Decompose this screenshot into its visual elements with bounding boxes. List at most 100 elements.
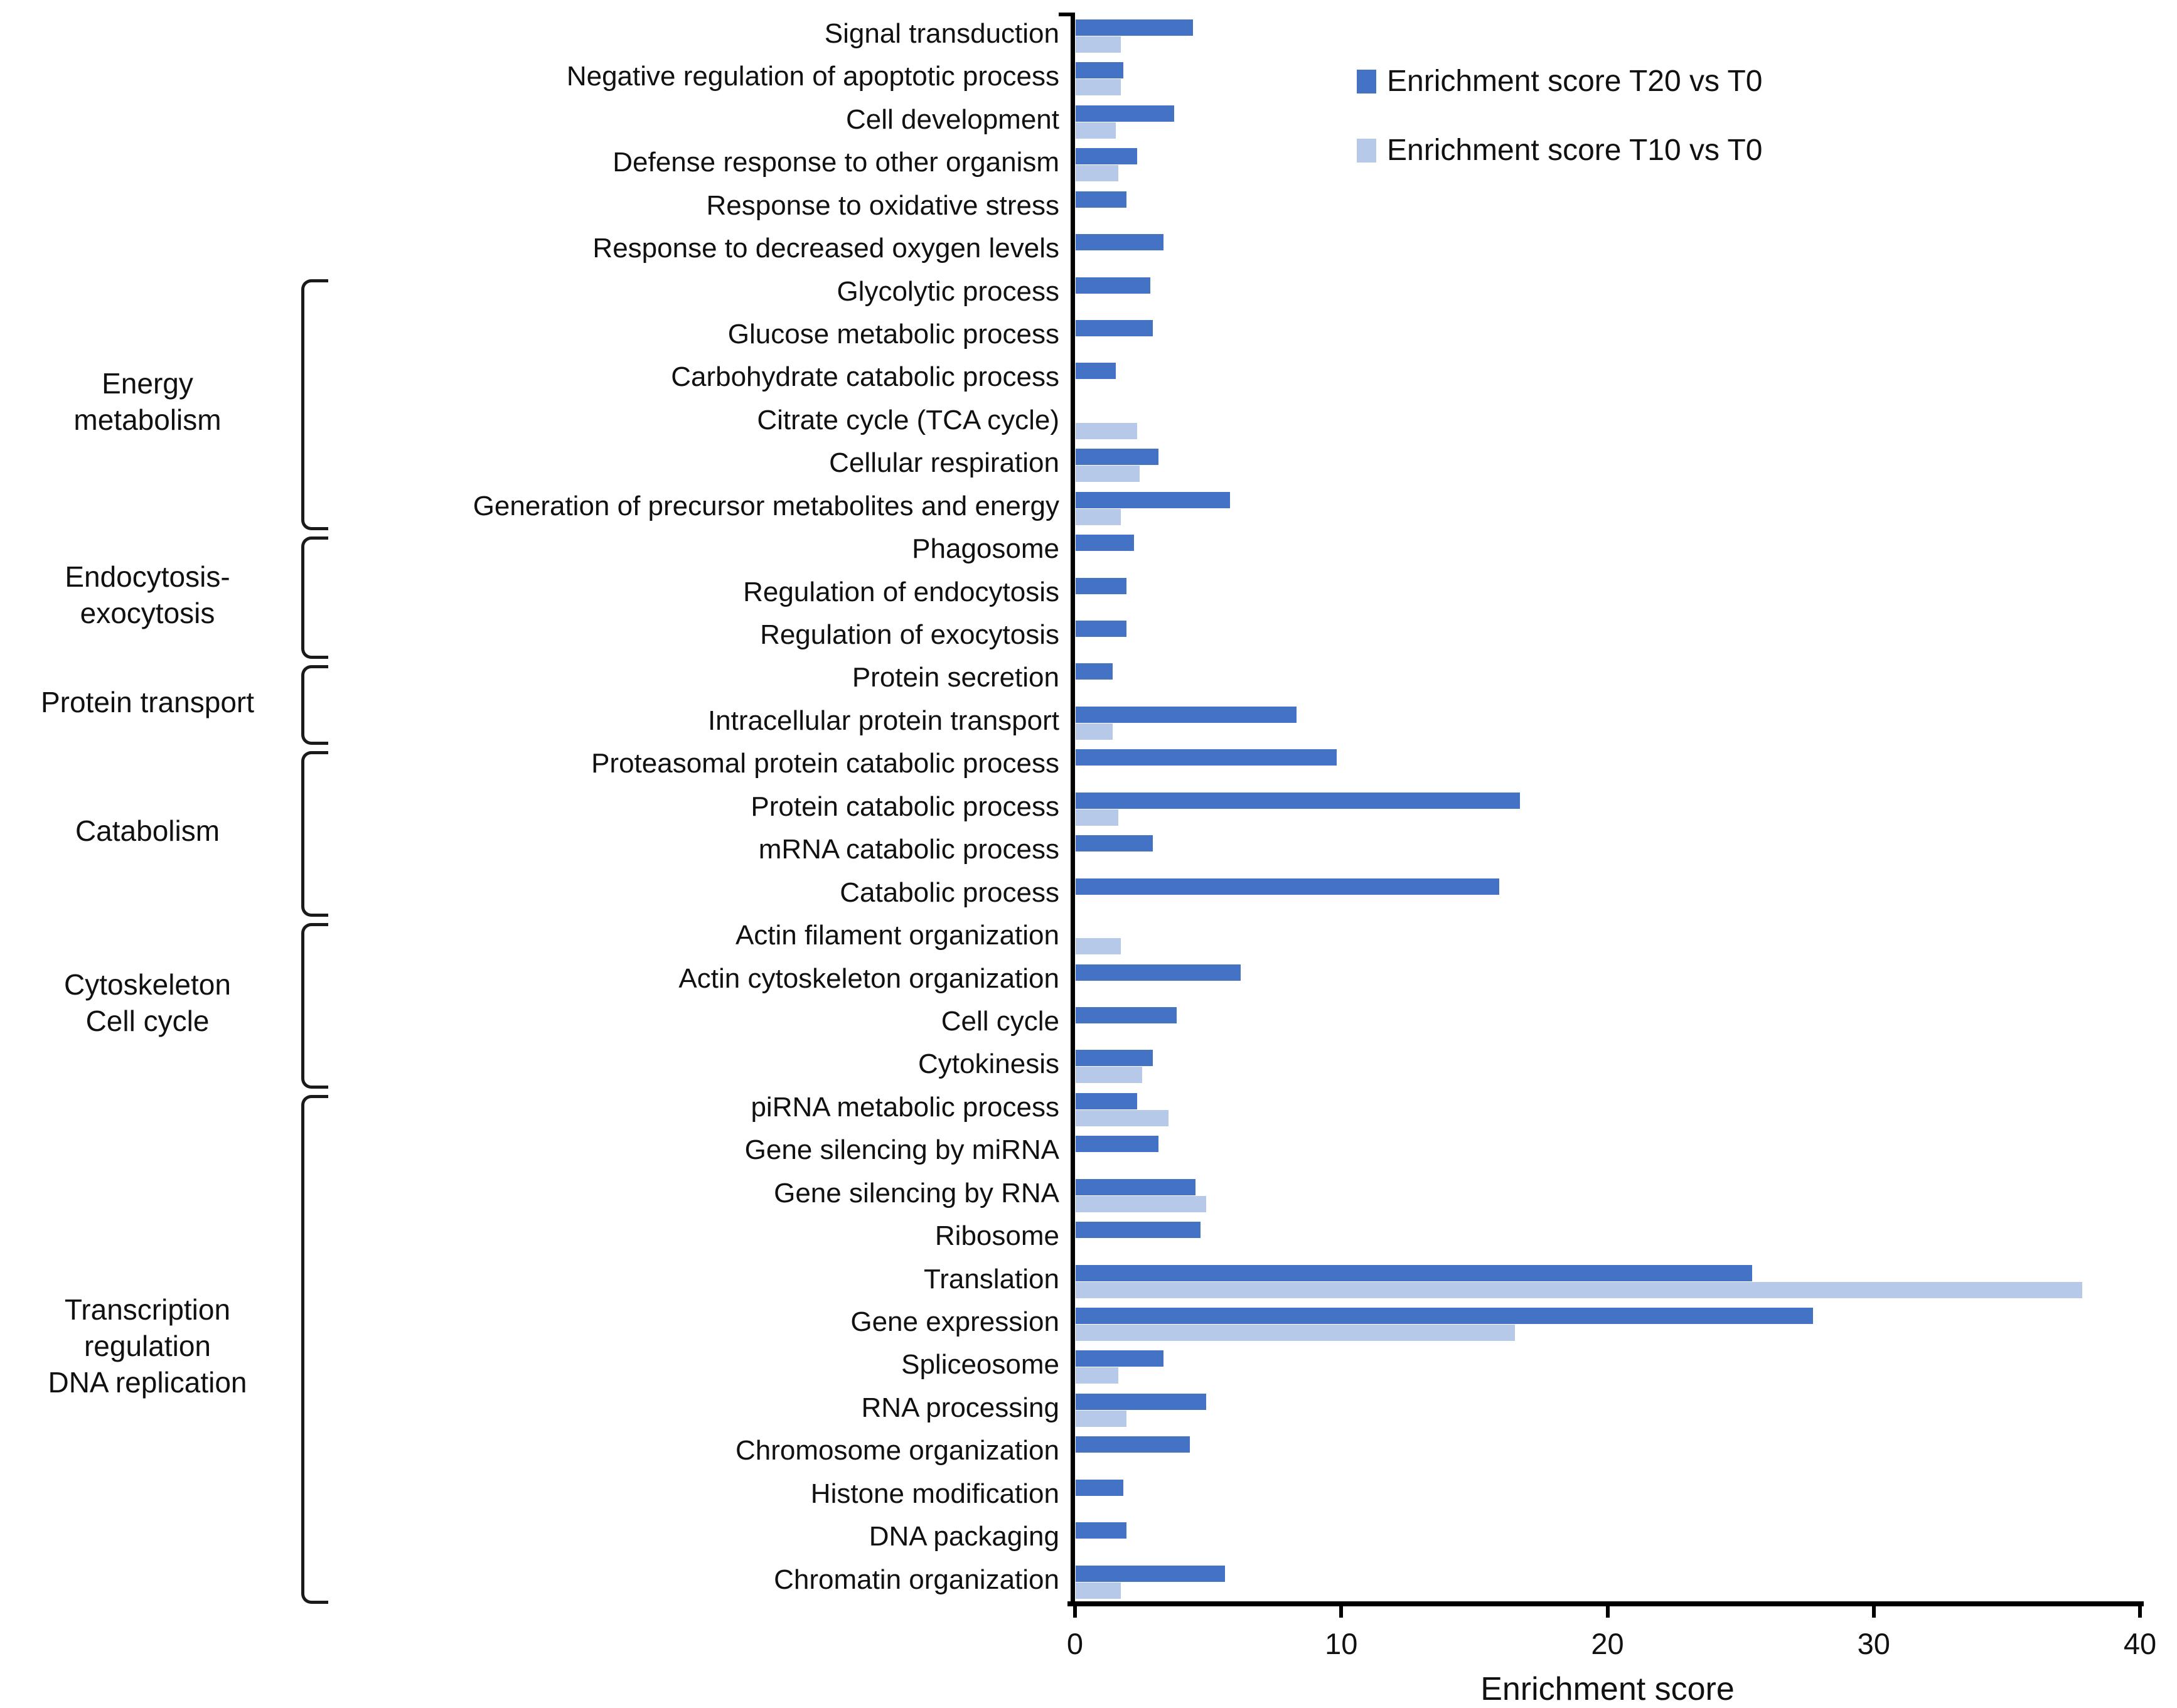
group-label-line: Energy	[102, 366, 193, 400]
bar-t10	[1076, 422, 1137, 439]
category-label: Translation	[923, 1263, 1059, 1294]
category-label: Protein secretion	[852, 662, 1059, 693]
x-axis-tick-label: 0	[1066, 1627, 1084, 1660]
bar-t20	[1076, 105, 1174, 122]
bar-t10	[1076, 1281, 2082, 1298]
group-bracket	[301, 923, 328, 1089]
group-label-line: DNA replication	[48, 1366, 247, 1399]
category-label: Response to oxidative stress	[706, 189, 1059, 221]
bar-t10	[1076, 1067, 1143, 1084]
x-axis-title: Enrichment score	[1480, 1671, 1735, 1707]
category-label: Cell development	[846, 104, 1059, 135]
bar-t10	[1076, 1109, 1169, 1126]
category-label: Negative regulation of apoptotic process	[566, 61, 1059, 92]
bar-t20	[1076, 491, 1231, 508]
bar-t20	[1076, 1522, 1126, 1539]
bar-t20	[1076, 749, 1337, 766]
group-label-line: exocytosis	[80, 596, 215, 629]
bar-t20	[1076, 19, 1193, 36]
group-label: Cytoskeleton Cell cycle	[6, 966, 289, 1039]
bar-t20	[1076, 1006, 1177, 1023]
legend-item: Enrichment score T20 vs T0	[1357, 66, 2047, 104]
category-label: Actin cytoskeleton organization	[678, 963, 1059, 994]
bar-t10	[1076, 723, 1113, 740]
category-label: Cytokinesis	[918, 1049, 1059, 1080]
category-label: piRNA metabolic process	[751, 1091, 1059, 1123]
bar-t20	[1076, 535, 1135, 552]
bar-t20	[1076, 1264, 1752, 1281]
x-axis-tick	[1605, 1601, 1610, 1618]
group-label-line: Cell cycle	[85, 1004, 210, 1037]
category-label: Generation of precursor metabolites and …	[473, 490, 1059, 521]
category-label: Glycolytic process	[837, 275, 1059, 307]
bar-t20	[1076, 577, 1126, 594]
group-label-line: metabolism	[73, 403, 222, 436]
group-label: Endocytosis-exocytosis	[6, 558, 289, 631]
bar-t20	[1076, 277, 1150, 294]
bar-t10	[1076, 1410, 1126, 1427]
bar-t20	[1076, 663, 1113, 680]
bar-t20	[1076, 234, 1163, 251]
category-label: Proteasomal protein catabolic process	[591, 748, 1059, 779]
bar-t20	[1076, 62, 1124, 79]
legend-item: Enrichment score T10 vs T0	[1357, 135, 2047, 173]
x-axis-tick-label: 30	[1857, 1627, 1890, 1660]
x-axis-tick	[2138, 1601, 2142, 1618]
category-label: Cell cycle	[941, 1005, 1059, 1037]
bar-t10	[1076, 1582, 1121, 1599]
category-label: Regulation of endocytosis	[743, 576, 1059, 607]
category-label: DNA packaging	[869, 1521, 1059, 1552]
category-label: Defense response to other organism	[612, 147, 1059, 178]
category-label: Carbohydrate catabolic process	[671, 361, 1059, 393]
category-label: Signal transduction	[824, 18, 1059, 49]
legend-label: Enrichment score T20 vs T0	[1387, 65, 1763, 98]
bar-t10	[1076, 1367, 1118, 1384]
legend-swatch-t20	[1357, 70, 1376, 93]
category-label: Regulation of exocytosis	[760, 619, 1059, 651]
bar-t20	[1076, 1307, 1814, 1324]
category-label: Gene silencing by RNA	[774, 1177, 1059, 1209]
x-axis-tick	[1339, 1601, 1344, 1618]
category-label: Ribosome	[934, 1220, 1059, 1252]
bar-t10	[1076, 36, 1121, 53]
category-label: Spliceosome	[901, 1349, 1059, 1380]
group-bracket	[301, 665, 328, 745]
category-label: mRNA catabolic process	[758, 834, 1059, 865]
bar-t10	[1076, 466, 1140, 483]
bar-t10	[1076, 508, 1121, 525]
group-label-line: Catabolism	[75, 814, 220, 848]
category-label: Protein catabolic process	[751, 791, 1059, 822]
category-label: Cellular respiration	[829, 447, 1059, 479]
bar-t20	[1076, 835, 1153, 852]
category-label: Response to decreased oxygen levels	[592, 233, 1059, 264]
group-bracket	[301, 751, 328, 917]
bar-t20	[1076, 148, 1137, 165]
group-label: Energy metabolism	[6, 365, 289, 438]
category-label: Histone modification	[810, 1478, 1059, 1509]
group-label: Catabolism	[6, 813, 289, 849]
group-bracket	[301, 536, 328, 659]
legend-label: Enrichment score T10 vs T0	[1387, 134, 1763, 167]
bar-t20	[1076, 964, 1241, 981]
x-axis-tick-label: 40	[2123, 1627, 2157, 1660]
bar-t20	[1076, 1136, 1158, 1153]
bar-t20	[1076, 1092, 1137, 1109]
group-bracket	[301, 1094, 328, 1604]
category-label: Chromatin organization	[774, 1564, 1059, 1595]
category-label: Phagosome	[912, 533, 1059, 565]
legend-swatch-t10	[1357, 139, 1376, 163]
category-label: Catabolic process	[840, 877, 1059, 908]
bar-t10	[1076, 79, 1121, 96]
bar-t10	[1076, 938, 1121, 955]
group-label-line: Endocytosis-	[65, 560, 230, 593]
x-axis-tick-label: 10	[1325, 1627, 1358, 1660]
category-label: RNA processing	[861, 1392, 1059, 1423]
bar-t10	[1076, 122, 1116, 139]
x-axis-tick	[1871, 1601, 1876, 1618]
bar-t20	[1076, 1350, 1163, 1367]
bar-t20	[1076, 363, 1116, 380]
group-label-line: regulation	[83, 1330, 211, 1363]
group-label: Protein transport	[6, 684, 289, 720]
category-label: Chromosome organization	[735, 1435, 1059, 1466]
